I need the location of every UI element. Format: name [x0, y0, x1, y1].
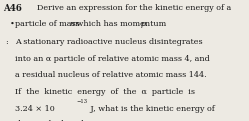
Text: J, what is the kinetic energy of: J, what is the kinetic energy of — [88, 105, 215, 113]
Text: If  the  kinetic  energy  of  the  α  particle  is: If the kinetic energy of the α particle … — [15, 88, 195, 96]
Text: :: : — [5, 38, 8, 46]
Text: A stationary radioactive nucleus disintegrates: A stationary radioactive nucleus disinte… — [15, 38, 203, 46]
Text: •: • — [9, 20, 14, 28]
Text: m: m — [69, 20, 77, 28]
Text: •: • — [5, 120, 9, 121]
Text: 3.24 × 10: 3.24 × 10 — [15, 105, 55, 113]
Text: p.: p. — [140, 20, 148, 28]
Text: [S]: [S] — [227, 120, 238, 121]
Text: A46: A46 — [3, 4, 22, 13]
Text: −13: −13 — [76, 99, 88, 104]
Text: into an α particle of relative atomic mass 4, and: into an α particle of relative atomic ma… — [15, 55, 210, 63]
Text: a residual nucleus of relative atomic mass 144.: a residual nucleus of relative atomic ma… — [15, 71, 207, 79]
Text: particle of mass: particle of mass — [15, 20, 83, 28]
Text: which has momentum: which has momentum — [74, 20, 169, 28]
Text: the residual nucleus?: the residual nucleus? — [15, 120, 103, 121]
Text: Derive an expression for the kinetic energy of a: Derive an expression for the kinetic ene… — [37, 4, 231, 12]
